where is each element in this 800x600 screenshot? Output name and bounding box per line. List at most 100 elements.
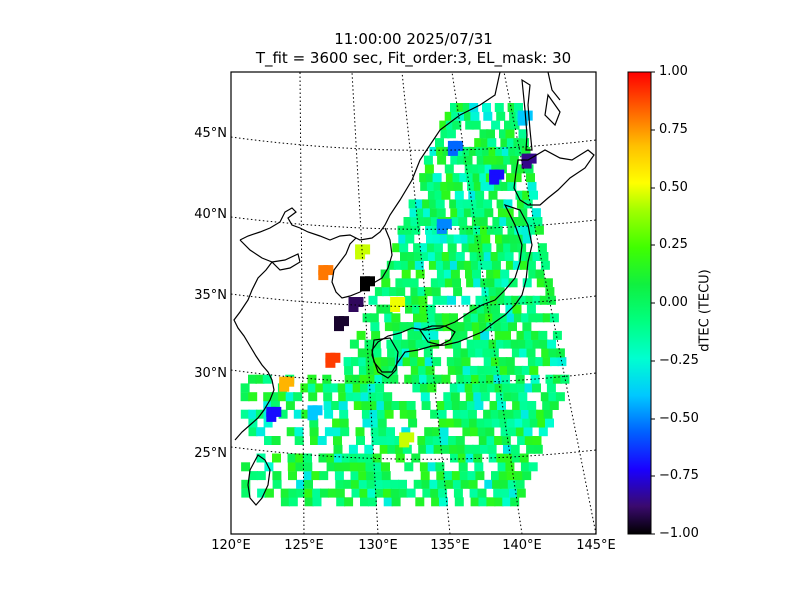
tec-cell <box>504 295 514 305</box>
parallel-30 <box>231 369 596 384</box>
tec-cell <box>505 260 515 270</box>
tec-cell <box>496 243 506 253</box>
tec-cell <box>532 339 542 349</box>
tec-cell <box>442 322 452 332</box>
tec-cell <box>447 295 456 305</box>
tec-cell <box>514 418 524 428</box>
tec-cell <box>516 330 526 340</box>
tec-cell <box>377 418 387 428</box>
tec-cell <box>422 199 432 209</box>
tec-cell <box>555 392 565 402</box>
tec-cell <box>505 129 515 139</box>
tec-cell <box>310 436 319 445</box>
tec-cell <box>426 181 436 191</box>
tec-cell <box>462 103 472 112</box>
tec-cell <box>466 225 476 235</box>
tec-cell <box>446 357 456 367</box>
tec-cell <box>401 269 411 279</box>
tec-cell <box>477 313 487 323</box>
tec-cell <box>435 138 444 148</box>
tec-cell <box>425 225 434 235</box>
tec-cell <box>473 453 483 463</box>
tec-cell <box>386 339 396 349</box>
tec-cell <box>477 365 487 375</box>
tec-cell <box>407 330 417 340</box>
tec-cell <box>494 436 504 445</box>
ytick-30: 30°N <box>194 366 227 381</box>
tec-cell <box>381 374 391 384</box>
tec-cell <box>393 260 403 270</box>
tec-cell <box>431 427 441 437</box>
tec-cell <box>400 260 410 270</box>
tec-cell <box>500 269 510 279</box>
tec-cell <box>427 462 437 472</box>
tec-cell <box>437 479 447 489</box>
tec-cell <box>451 401 461 410</box>
tec-cell <box>521 225 531 235</box>
tec-cell <box>413 313 422 323</box>
tec-cell <box>413 243 423 253</box>
tec-cell <box>381 278 391 288</box>
tec-cell <box>454 190 464 200</box>
tec-cell <box>539 339 549 349</box>
tec-cell <box>520 462 530 472</box>
tec-cell <box>475 295 485 305</box>
tec-cell <box>526 444 536 454</box>
tec-cell <box>470 111 480 121</box>
tec-cell <box>459 173 469 183</box>
tec-anomaly-point <box>325 357 336 368</box>
tec-cell <box>472 383 482 393</box>
tec-cell <box>478 217 488 226</box>
tec-cell <box>450 155 460 165</box>
tec-cell <box>479 444 489 454</box>
tec-cell <box>453 181 463 191</box>
tec-cell <box>452 173 462 183</box>
tec-cell <box>333 453 343 463</box>
tec-cell <box>383 401 393 410</box>
tec-cell <box>500 322 510 332</box>
tec-cell <box>241 488 251 498</box>
tec-cell <box>413 322 423 332</box>
tec-cell <box>519 453 529 463</box>
tec-cell <box>476 304 486 314</box>
tec-cell <box>495 339 505 349</box>
tec-cell <box>360 497 369 507</box>
tec-cell <box>408 418 418 428</box>
tec-cell <box>507 418 516 428</box>
tec-cell <box>524 164 534 174</box>
tec-cell <box>550 357 559 367</box>
tec-cell <box>545 287 555 297</box>
map-frame <box>230 71 597 535</box>
tec-cell <box>449 260 459 270</box>
tec-cell <box>468 243 478 253</box>
tec-cell <box>443 269 453 279</box>
tec-cell <box>365 462 375 472</box>
tec-cell <box>422 330 431 340</box>
tec-cell <box>549 401 559 410</box>
tec-cell <box>286 427 296 437</box>
tec-cell <box>438 418 448 428</box>
tec-cell <box>453 234 463 244</box>
tec-cell <box>499 313 509 323</box>
tec-cell <box>318 453 328 463</box>
tec-cell <box>376 304 386 314</box>
meridian-145 <box>503 72 596 534</box>
tec-cell <box>357 453 367 463</box>
tec-cell <box>395 278 405 288</box>
tec-cell <box>469 488 479 498</box>
tec-cell <box>351 488 361 498</box>
tec-cell <box>507 225 517 235</box>
tec-cell <box>486 374 495 384</box>
tec-cell <box>475 190 485 200</box>
tec-cell <box>503 392 513 402</box>
tec-cell <box>545 374 555 384</box>
tec-cell <box>505 462 515 472</box>
tec-cell <box>470 497 480 507</box>
tec-cell <box>432 357 442 367</box>
tec-cell <box>390 479 400 489</box>
tec-cell <box>519 217 529 226</box>
tec-cell <box>373 365 383 375</box>
tec-cell <box>383 497 393 507</box>
tec-cell <box>366 479 376 489</box>
tec-cell <box>510 243 520 253</box>
